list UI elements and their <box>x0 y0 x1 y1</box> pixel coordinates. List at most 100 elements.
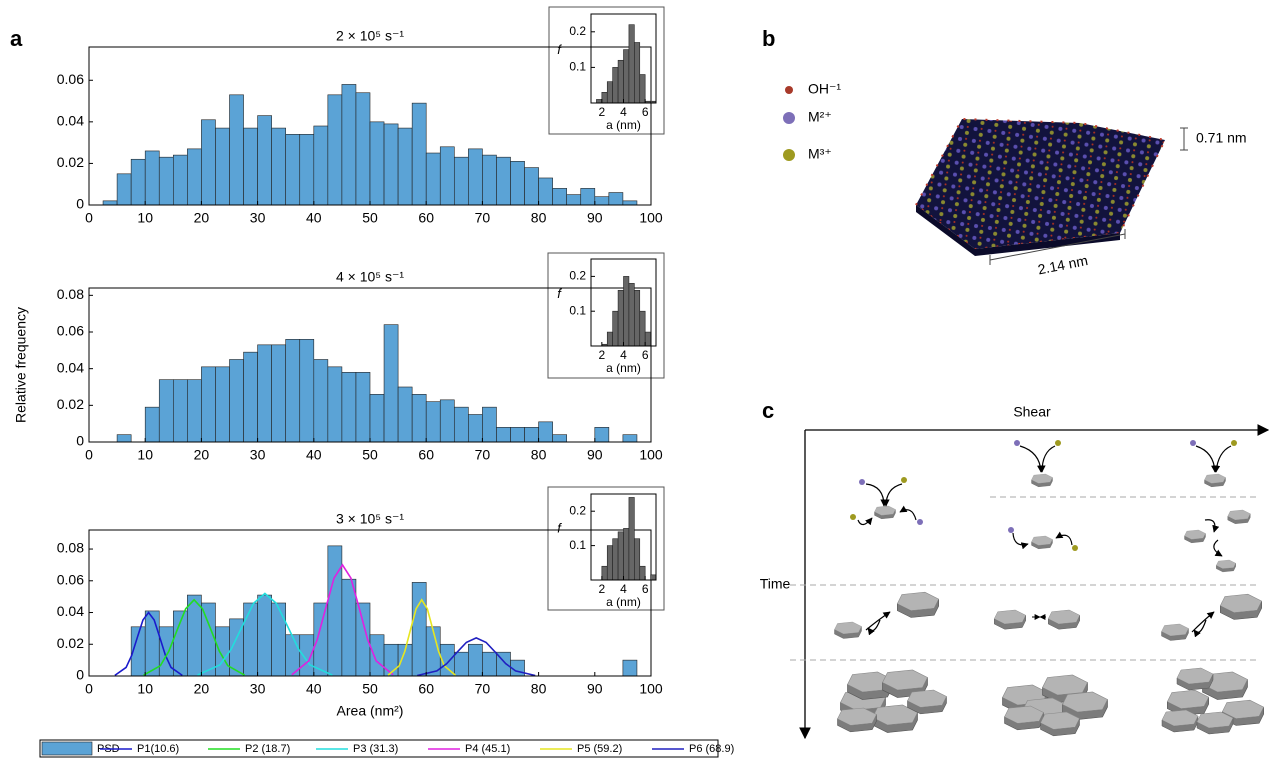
y-tick-label: 0.2 <box>569 24 586 38</box>
bar <box>607 546 612 580</box>
x-tick-label: 0 <box>85 210 93 226</box>
bar <box>634 290 639 346</box>
bar <box>634 42 639 103</box>
x-tick-label: 20 <box>194 681 210 697</box>
y-tick-label: 0 <box>76 196 84 212</box>
bar <box>384 124 398 205</box>
x-tick-label: 80 <box>531 447 547 463</box>
bar <box>623 435 637 442</box>
axis-label: Time <box>760 576 791 592</box>
chart-title: 2 × 10⁵ s⁻¹ <box>336 28 404 44</box>
y-tick-label: 0.02 <box>57 396 84 412</box>
x-tick-label: 6 <box>642 582 649 596</box>
bar <box>645 332 650 346</box>
bar <box>426 153 440 205</box>
x-tick-label: 20 <box>194 447 210 463</box>
bar <box>640 311 645 346</box>
bar <box>624 276 629 346</box>
bar <box>539 178 553 205</box>
bar <box>272 345 286 442</box>
bar <box>215 128 229 205</box>
bar <box>384 325 398 442</box>
bar <box>629 25 634 103</box>
bar <box>623 201 637 205</box>
x-tick-label: 40 <box>306 681 322 697</box>
y-tick-label: 0.08 <box>57 540 84 556</box>
bar <box>454 407 468 442</box>
x-tick-label: 80 <box>531 210 547 226</box>
x-tick-label: 100 <box>639 447 663 463</box>
bar <box>496 157 510 205</box>
y-tick-label: 0.1 <box>569 303 586 317</box>
bar <box>159 157 173 205</box>
x-tick-label: 10 <box>137 210 153 226</box>
nucleation <box>850 440 1250 572</box>
bar <box>300 339 314 442</box>
bar <box>618 60 623 103</box>
x-tick-label: 90 <box>587 447 603 463</box>
bar <box>412 394 426 442</box>
panel-label: b <box>762 26 775 51</box>
bar <box>342 84 356 205</box>
bar <box>454 652 468 676</box>
bar <box>412 582 426 676</box>
legend-label: OH⁻¹ <box>808 81 841 97</box>
bar <box>624 528 629 580</box>
bar <box>595 427 609 442</box>
bar <box>440 147 454 205</box>
x-tick-label: 6 <box>642 348 649 362</box>
bar <box>300 134 314 205</box>
bar <box>244 603 258 676</box>
legend-label: P6 (68.9) <box>689 743 734 755</box>
chart-title: 4 × 10⁵ s⁻¹ <box>336 269 404 285</box>
x-tick-label: 2 <box>598 105 605 119</box>
bar <box>482 155 496 205</box>
x-tick-label: 20 <box>194 210 210 226</box>
bar <box>640 75 645 103</box>
y-tick-label: 0.08 <box>57 286 84 302</box>
bar <box>553 188 567 205</box>
y-tick-label: 0.04 <box>57 113 84 129</box>
bar <box>440 400 454 442</box>
bar <box>595 197 609 205</box>
bar <box>117 174 131 205</box>
x-tick-label: 70 <box>475 447 491 463</box>
bar <box>609 193 623 205</box>
bar <box>328 546 342 676</box>
bar <box>426 402 440 442</box>
bar <box>607 332 612 346</box>
bar <box>187 149 201 205</box>
bar <box>145 611 159 676</box>
bar <box>602 92 607 103</box>
bar <box>496 427 510 442</box>
legend-label: P5 (59.2) <box>577 743 622 755</box>
y-axis-label: Relative frequency <box>13 307 29 423</box>
panel-label: c <box>762 398 774 423</box>
x-tick-label: 60 <box>418 447 434 463</box>
x-tick-label: 50 <box>362 447 378 463</box>
legend-label: M²⁺ <box>808 109 832 125</box>
bar <box>640 566 645 580</box>
bar <box>624 50 629 103</box>
bar <box>602 566 607 580</box>
bar <box>623 660 637 676</box>
bar <box>356 372 370 442</box>
x-tick-label: 90 <box>587 210 603 226</box>
bar <box>201 367 215 442</box>
bar <box>370 635 384 676</box>
x-tick-label: 4 <box>620 105 627 119</box>
bar <box>511 427 525 442</box>
bar <box>272 603 286 676</box>
bar <box>539 422 553 442</box>
bar <box>173 380 187 442</box>
layer-structure <box>916 119 1165 249</box>
axis-label: Shear <box>1013 404 1051 420</box>
atom-icon <box>785 86 793 94</box>
x-tick-label: 40 <box>306 447 322 463</box>
panel-label: a <box>10 26 23 51</box>
y-tick-label: 0.06 <box>57 571 84 587</box>
bar <box>651 575 656 580</box>
bar <box>398 387 412 442</box>
bar <box>629 497 634 580</box>
